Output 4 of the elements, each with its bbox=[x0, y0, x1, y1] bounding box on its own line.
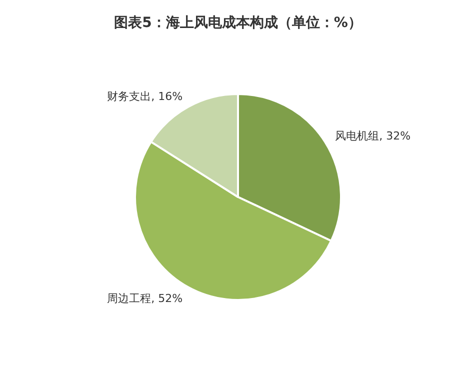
slice-label: 风电机组, 32% bbox=[335, 129, 411, 142]
slice-label: 周边工程, 52% bbox=[107, 292, 183, 305]
slice-label: 财务支出, 16% bbox=[107, 90, 183, 104]
chart-title: 图表5：海上风电成本构成（单位：%） bbox=[114, 15, 362, 31]
